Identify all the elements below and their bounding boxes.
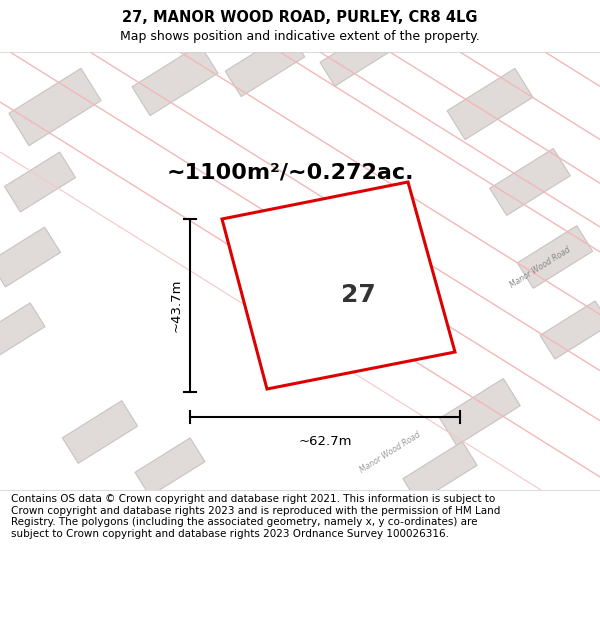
Polygon shape — [62, 401, 137, 463]
Polygon shape — [0, 227, 61, 287]
Text: Manor Wood Road: Manor Wood Road — [358, 430, 422, 474]
Text: ~43.7m: ~43.7m — [170, 279, 182, 332]
Text: Map shows position and indicative extent of the property.: Map shows position and indicative extent… — [120, 29, 480, 42]
Text: 27, MANOR WOOD ROAD, PURLEY, CR8 4LG: 27, MANOR WOOD ROAD, PURLEY, CR8 4LG — [122, 11, 478, 26]
Text: Contains OS data © Crown copyright and database right 2021. This information is : Contains OS data © Crown copyright and d… — [11, 494, 500, 539]
Polygon shape — [540, 301, 600, 359]
Polygon shape — [490, 149, 570, 216]
Polygon shape — [222, 182, 455, 389]
Text: 27: 27 — [341, 284, 376, 308]
Polygon shape — [447, 68, 533, 139]
Polygon shape — [132, 44, 218, 116]
Polygon shape — [225, 31, 305, 97]
Text: ~62.7m: ~62.7m — [298, 435, 352, 448]
Polygon shape — [0, 303, 45, 361]
Polygon shape — [517, 226, 593, 288]
Polygon shape — [9, 68, 101, 146]
Text: Manor Wood Road: Manor Wood Road — [508, 245, 572, 289]
Polygon shape — [440, 379, 520, 446]
Polygon shape — [403, 442, 477, 503]
Polygon shape — [4, 152, 76, 212]
Polygon shape — [135, 438, 205, 496]
Polygon shape — [320, 28, 390, 86]
Polygon shape — [368, 233, 412, 271]
Text: ~1100m²/~0.272ac.: ~1100m²/~0.272ac. — [166, 162, 414, 182]
